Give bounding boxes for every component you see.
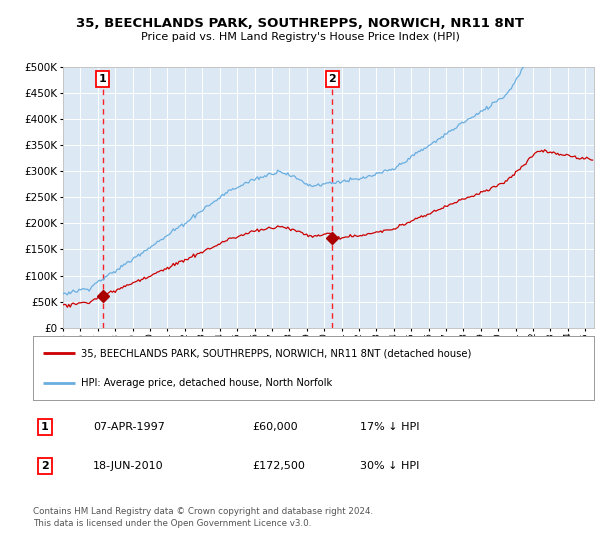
Text: 35, BEECHLANDS PARK, SOUTHREPPS, NORWICH, NR11 8NT (detached house): 35, BEECHLANDS PARK, SOUTHREPPS, NORWICH… <box>80 348 471 358</box>
Text: £60,000: £60,000 <box>252 422 298 432</box>
Text: Contains HM Land Registry data © Crown copyright and database right 2024.
This d: Contains HM Land Registry data © Crown c… <box>33 507 373 528</box>
Text: 1: 1 <box>98 74 106 84</box>
Text: 18-JUN-2010: 18-JUN-2010 <box>93 461 164 471</box>
Text: 1: 1 <box>41 422 49 432</box>
Text: HPI: Average price, detached house, North Norfolk: HPI: Average price, detached house, Nort… <box>80 378 332 388</box>
Text: 2: 2 <box>41 461 49 471</box>
Text: £172,500: £172,500 <box>252 461 305 471</box>
Text: 35, BEECHLANDS PARK, SOUTHREPPS, NORWICH, NR11 8NT: 35, BEECHLANDS PARK, SOUTHREPPS, NORWICH… <box>76 17 524 30</box>
Text: Price paid vs. HM Land Registry's House Price Index (HPI): Price paid vs. HM Land Registry's House … <box>140 32 460 43</box>
Text: 17% ↓ HPI: 17% ↓ HPI <box>360 422 419 432</box>
Text: 2: 2 <box>328 74 336 84</box>
Text: 30% ↓ HPI: 30% ↓ HPI <box>360 461 419 471</box>
Text: 07-APR-1997: 07-APR-1997 <box>93 422 165 432</box>
